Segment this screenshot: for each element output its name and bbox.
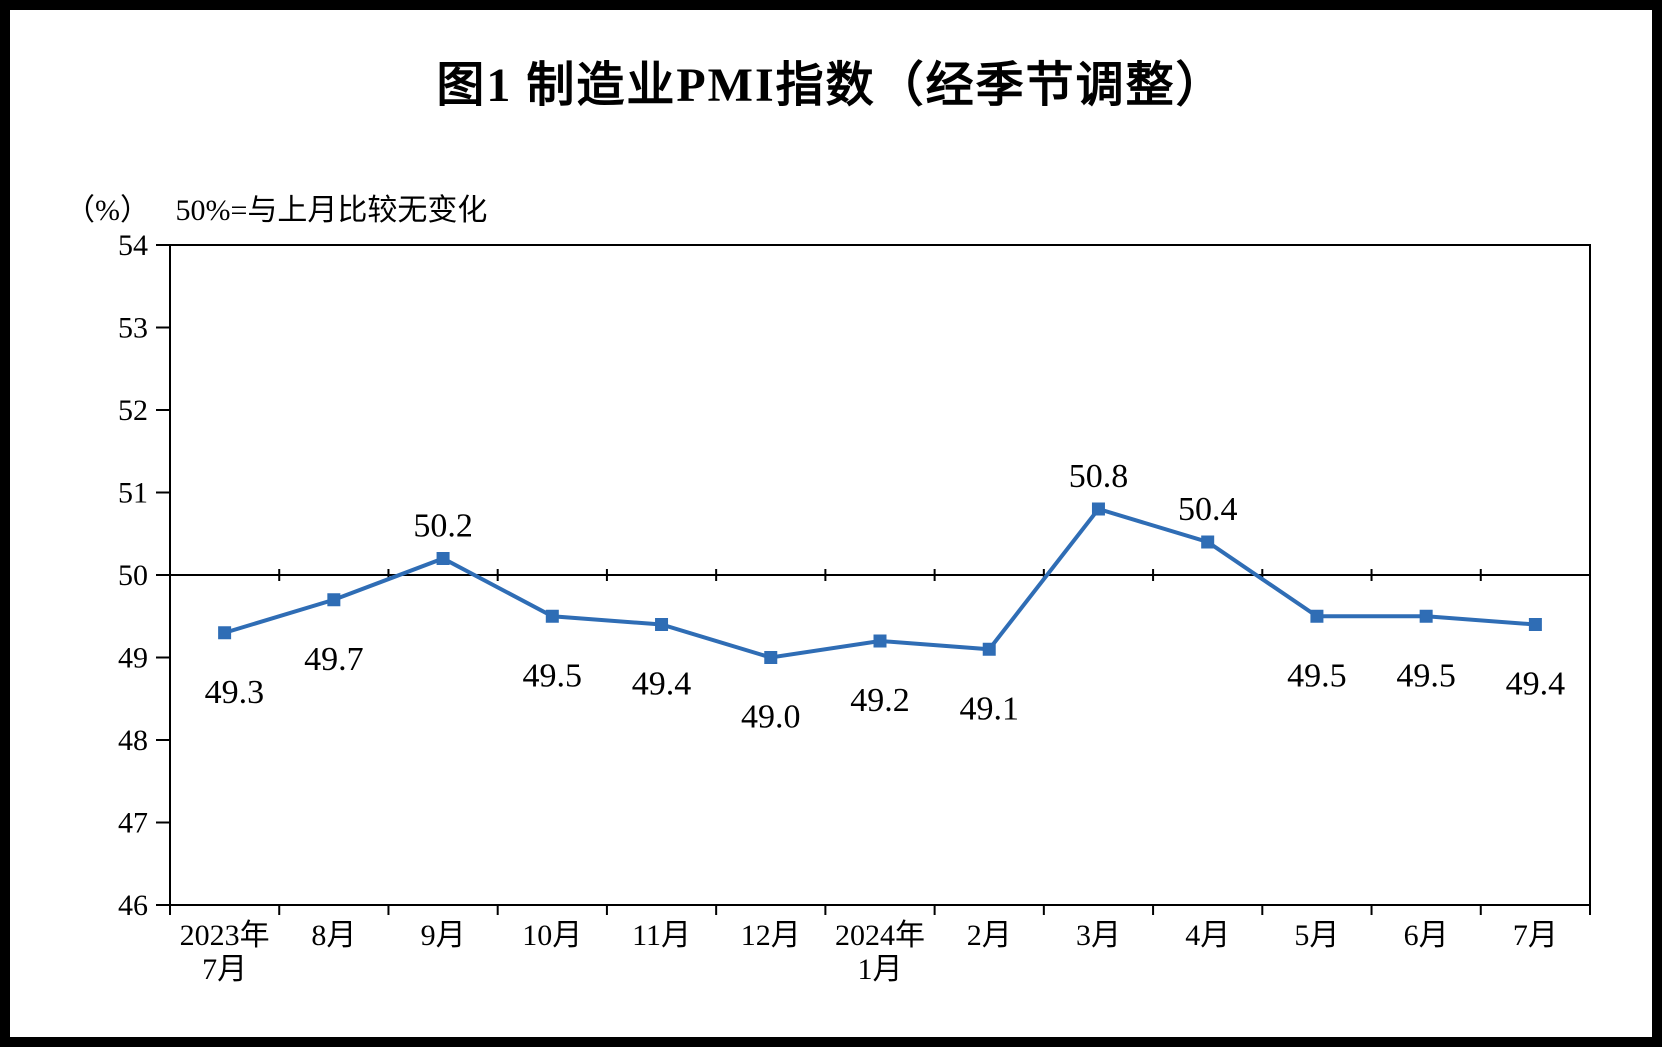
x-tick-label: 2024年1月 [835, 919, 925, 986]
x-tick-label: 5月 [1294, 919, 1339, 952]
data-label: 50.2 [413, 508, 473, 545]
x-tick-label: 4月 [1185, 919, 1230, 952]
data-marker [874, 635, 886, 647]
data-marker [983, 643, 995, 655]
data-label: 49.0 [741, 699, 801, 736]
data-marker [1311, 610, 1323, 622]
data-label: 49.1 [959, 690, 1019, 727]
x-tick-label: 12月 [741, 919, 801, 952]
data-marker [656, 619, 668, 631]
y-tick-label: 49 [118, 642, 148, 675]
data-label: 49.5 [1396, 657, 1456, 694]
chart-svg: 46 47 48 49 50 51 52 53 54 2023年7月 8月 9月 10月 11月 12月 20… [65, 235, 1605, 1005]
x-tick-label: 9月 [421, 919, 466, 952]
data-marker [328, 594, 340, 606]
x-tick-label: 11月 [632, 919, 691, 952]
x-tick-label: 2月 [967, 919, 1012, 952]
data-marker [546, 610, 558, 622]
data-label: 50.4 [1178, 491, 1238, 528]
data-label: 49.5 [1287, 657, 1347, 694]
data-marker [1420, 610, 1432, 622]
y-tick-label: 46 [118, 889, 148, 922]
data-label: 49.5 [523, 657, 583, 694]
data-label: 49.4 [632, 666, 692, 703]
data-label: 49.2 [850, 682, 910, 719]
y-tick-label: 47 [118, 807, 148, 840]
data-marker [219, 627, 231, 639]
subtitle-note: 50%=与上月比较无变化 [176, 185, 488, 229]
data-label: 49.4 [1506, 666, 1566, 703]
data-marker [437, 553, 449, 565]
data-marker [765, 652, 777, 664]
chart-title: 图1 制造业PMI指数（经季节调整） [10, 45, 1652, 115]
y-tick-label: 54 [118, 235, 148, 262]
x-tick-label: 7月 [1513, 919, 1558, 952]
chart-subtitle: （%） 50%=与上月比较无变化 [65, 185, 487, 229]
data-label: 49.3 [205, 674, 265, 711]
y-tick-label: 48 [118, 724, 148, 757]
y-unit-label: （%） [65, 185, 150, 229]
data-label: 50.8 [1069, 458, 1129, 495]
y-tick-label: 51 [118, 477, 148, 510]
x-tick-label: 3月 [1076, 919, 1121, 952]
data-marker [1202, 536, 1214, 548]
data-marker [1092, 503, 1104, 515]
data-label: 49.7 [304, 641, 364, 678]
y-tick-label: 50 [118, 559, 148, 592]
y-tick-label: 52 [118, 394, 148, 427]
x-tick-label: 8月 [311, 919, 356, 952]
x-tick-label: 2023年7月 [180, 919, 270, 986]
chart-frame: 图1 制造业PMI指数（经季节调整） （%） 50%=与上月比较无变化 46 47… [0, 0, 1662, 1047]
x-tick-label: 6月 [1404, 919, 1449, 952]
x-tick-label: 10月 [522, 919, 582, 952]
chart-area: 46 47 48 49 50 51 52 53 54 2023年7月 8月 9月 10月 11月 12月 20… [65, 235, 1605, 1005]
y-tick-label: 53 [118, 312, 148, 345]
data-marker [1529, 619, 1541, 631]
